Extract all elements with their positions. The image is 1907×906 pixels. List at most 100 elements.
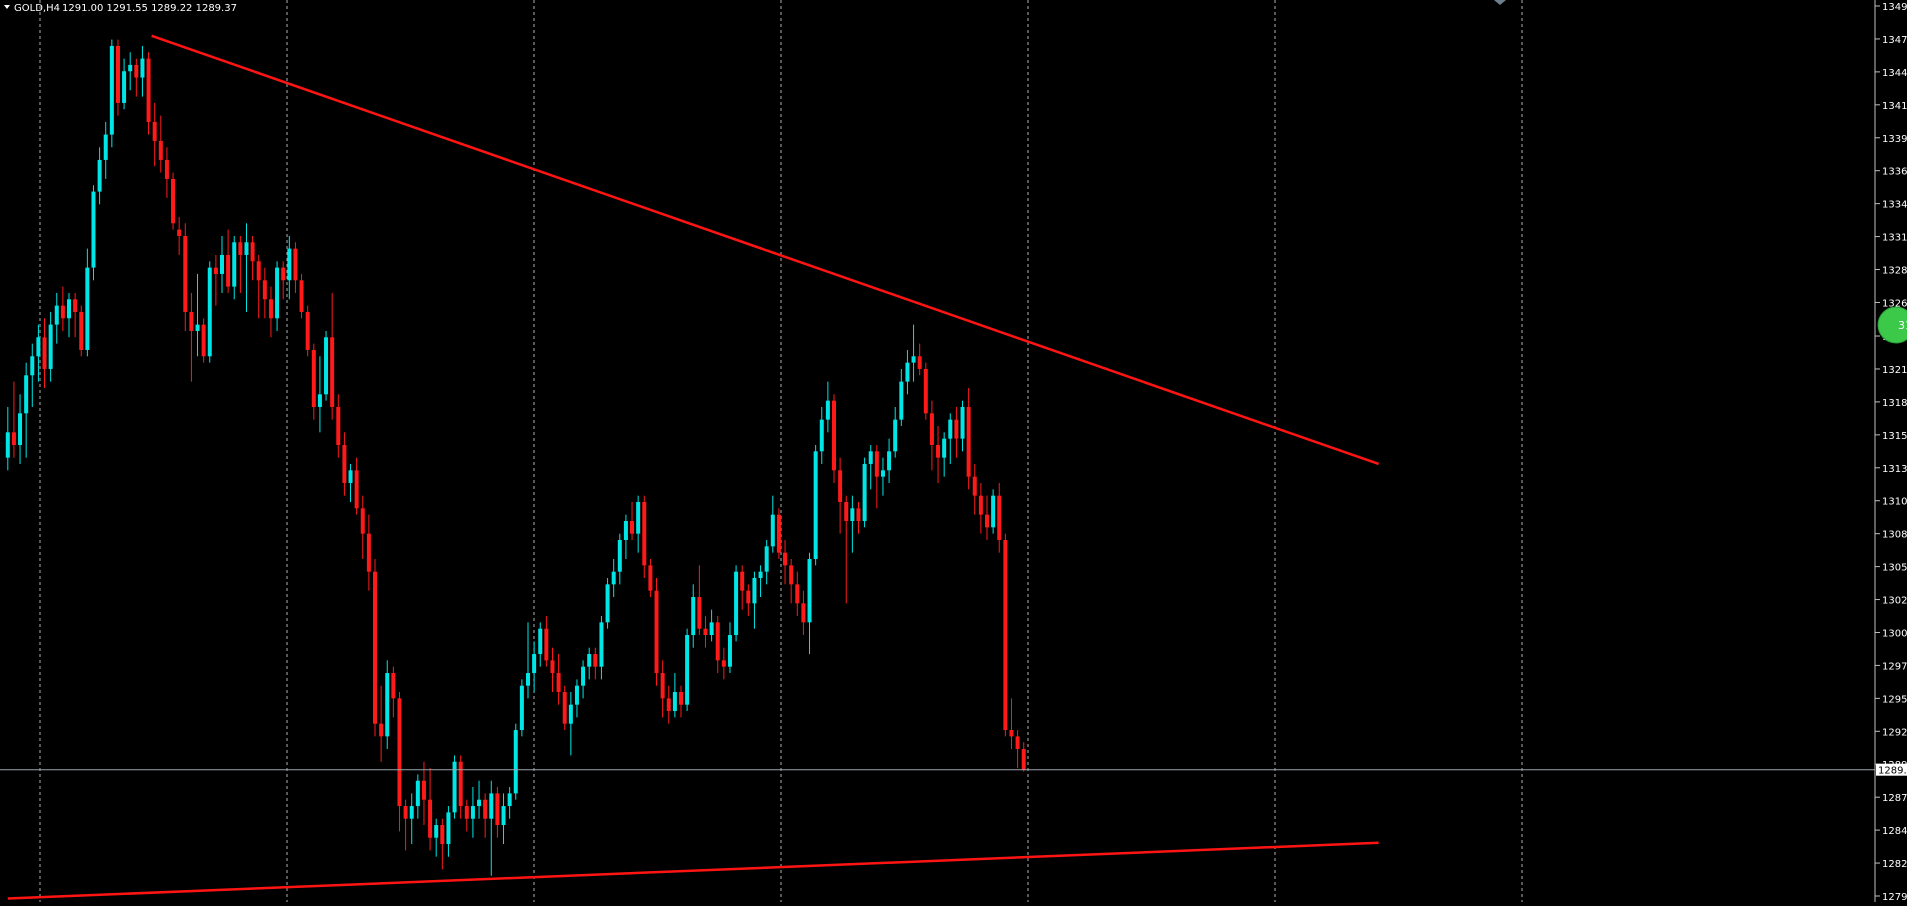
candle [795,571,800,617]
candle-body [911,356,916,363]
price-tick-label: 1328.85 [1882,266,1907,277]
candle-body [97,159,102,192]
candle-body [795,584,800,604]
candle [880,457,885,496]
candle-body [85,267,90,350]
candle-body [660,673,665,699]
candle [691,584,696,648]
candle [721,647,726,680]
candle-body [1015,736,1020,750]
candle-body [685,635,690,705]
candle-body [122,71,127,103]
candle [587,647,592,680]
candle [948,413,953,464]
candle-body [507,793,512,807]
candle [458,755,463,819]
candle [783,540,788,585]
candle [409,793,414,845]
candle-body [532,654,537,674]
scroll-marker-icon[interactable] [1494,0,1506,5]
candle [942,432,947,477]
candle-body [997,495,1002,540]
candle-body [409,806,414,819]
candle [305,305,310,357]
candle-body [244,242,249,255]
candle-body [978,495,983,515]
candle-body [648,565,653,591]
candle [348,463,353,502]
candle-body [324,337,329,395]
candle [91,185,96,281]
candle-body [128,64,133,72]
candle-body [966,406,971,477]
candle [911,324,916,382]
candle-body [936,444,941,458]
candle [574,679,579,718]
candle [440,818,445,870]
candle [470,787,475,838]
trade-badge[interactable]: 31 [1877,306,1907,344]
candle-body [960,406,965,439]
candle [275,261,280,331]
candle-body [721,660,726,667]
price-tick-label: 1341.85 [1882,101,1907,112]
candle [109,39,114,148]
price-tick-label: 1315.80 [1882,431,1907,442]
trade-badge-label: 31 [1898,319,1907,332]
candle-body [899,381,904,420]
candle-body [458,761,463,807]
candle-body [776,514,781,553]
price-tick-label: 1279.40 [1882,892,1907,902]
candle-body [48,324,53,369]
symbol-label: GOLD,H4 [14,3,60,14]
candle [421,761,426,826]
candle [556,654,561,705]
candle [501,793,506,845]
candle-body [477,799,482,807]
candle [917,343,922,376]
candle [330,292,335,420]
candle-body [366,533,371,572]
candle [550,647,555,693]
candle [562,685,567,731]
price-tick-label: 1305.40 [1882,563,1907,574]
candle [954,406,959,458]
candle [366,514,371,591]
collapse-triangle-icon[interactable] [4,5,10,9]
candle [152,102,157,167]
candle [24,362,29,458]
candle-body [991,495,996,528]
candle-body [697,597,702,629]
candle-body [905,362,910,382]
candle [36,324,41,382]
resistance-trendline[interactable] [151,34,1380,466]
candle-body [666,698,671,712]
candle-body [250,242,255,262]
candle-body [770,514,775,547]
candle [874,444,879,509]
candle-body [428,799,433,838]
candle-body [397,698,402,807]
price-scale[interactable]: 1349.65 1347.05 1344.45 1341.85 1339.25 1336.… [1874,0,1907,903]
candle-body [311,349,316,407]
candle [18,394,23,464]
candle [581,660,586,699]
candle-body [703,628,708,636]
candle-body [574,685,579,705]
candle-body [893,419,898,452]
support-trendline[interactable] [7,841,1379,900]
candle-body [948,419,953,439]
candle [464,799,469,832]
candle [936,425,941,483]
candle [1003,533,1008,737]
candle-body [42,337,47,369]
candle-body [440,825,445,845]
candle [672,673,677,718]
candle [128,52,133,91]
candle-body [226,254,231,287]
trade-badge-circle[interactable] [1877,306,1907,344]
candle-body [538,628,543,655]
candle [568,692,573,756]
